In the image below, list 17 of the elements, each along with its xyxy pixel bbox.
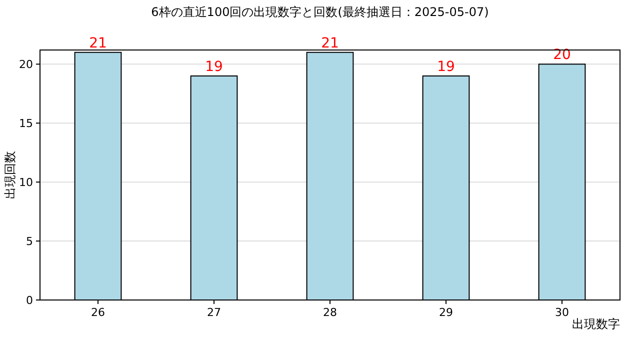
data-label: 21 — [321, 35, 339, 52]
y-tick-label: 5 — [26, 235, 33, 248]
x-tick-label: 26 — [91, 306, 105, 319]
data-label: 19 — [205, 58, 223, 75]
data-label: 21 — [89, 35, 107, 52]
x-tick-label: 28 — [323, 306, 337, 319]
y-axis-title: 出現回数 — [3, 151, 17, 199]
y-tick-label: 10 — [19, 176, 33, 190]
y-tick-label: 15 — [19, 117, 33, 130]
x-tick-label: 29 — [439, 306, 453, 319]
chart-title: 6枠の直近100回の出現数字と回数(最終抽選日：2025-05-07) — [151, 5, 489, 19]
data-label: 19 — [437, 58, 455, 75]
y-tick-label: 20 — [19, 58, 33, 72]
x-axis-title: 出現数字 — [572, 317, 620, 331]
y-tick-label: 0 — [26, 294, 33, 307]
x-tick-label: 30 — [555, 306, 569, 319]
x-tick-label: 27 — [207, 306, 221, 319]
